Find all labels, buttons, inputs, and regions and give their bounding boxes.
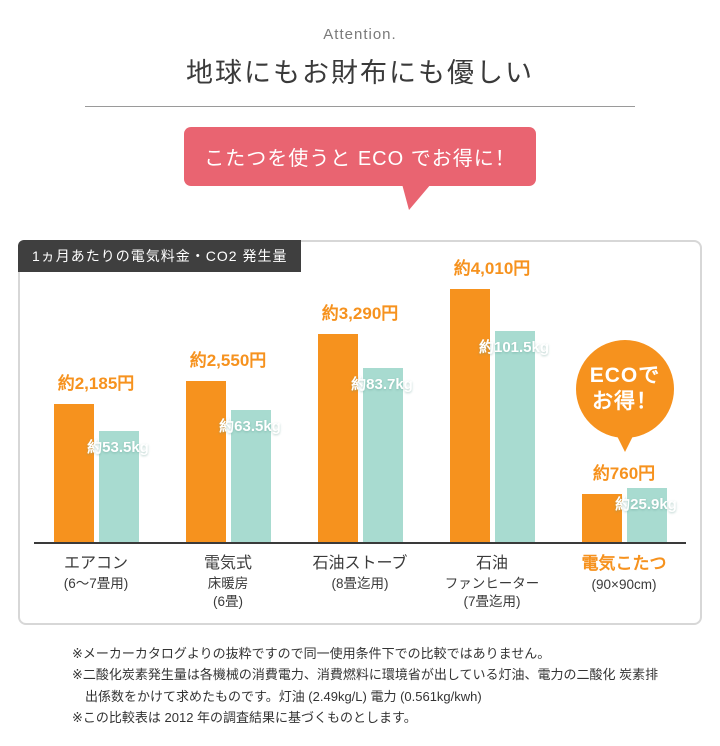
bar-pair [185, 381, 271, 542]
category-labels: エアコン (6〜7畳用) 電気式床暖房 (6畳) 石油ストーブ (8畳迄用) 石油ファンヒー… [30, 553, 690, 611]
co2-value-label: 約63.5kg [219, 418, 281, 435]
co2-value-label: 約83.7kg [351, 376, 413, 393]
category-sub: 床暖房 [207, 575, 249, 591]
cost-bar [185, 381, 226, 542]
co2-bar [626, 488, 667, 542]
category-name: エアコン [63, 555, 128, 572]
category-label: 石油ストーブ (8畳迄用) [294, 553, 426, 611]
cost-value-label: 約3,290円 [321, 304, 399, 323]
category-sub: (7畳迄用) [463, 593, 521, 609]
category-sub: (8畳迄用) [331, 575, 389, 591]
x-axis-line [34, 542, 686, 544]
bar-pair [53, 404, 139, 542]
co2-value-label: 約53.5kg [87, 439, 149, 456]
category-label: エアコン (6〜7畳用) [30, 553, 162, 611]
category-name: 石油 [475, 555, 508, 572]
cost-bar [317, 334, 358, 542]
speech-bubble: こたつを使うと ECO でお得に！ [184, 127, 536, 210]
bar-chart: 約2,185円 約53.5kg 約2,550円 約63.5kg 約3,290円 約83.7… [30, 259, 690, 542]
cost-value-label: 約2,550円 [189, 351, 267, 370]
chart-title-badge: 1ヵ月あたりの電気料金・CO2 発生量 [18, 240, 302, 272]
cost-value-label: 約4,010円 [453, 259, 531, 278]
eco-badge-line1: ECOで [589, 363, 661, 387]
co2-value-label: 約101.5kg [478, 339, 550, 356]
cost-value-label: 約760円 [592, 464, 656, 483]
bar-group: 約760円約25.9kg [558, 286, 690, 542]
bar-pair [449, 289, 535, 542]
category-sub: (90×90cm) [591, 576, 657, 592]
cost-bar [449, 289, 490, 542]
category-sub: (6〜7畳用) [63, 575, 129, 591]
bar-pair [317, 334, 403, 542]
co2-value-label: 約25.9kg [615, 496, 677, 513]
co2-bar [362, 368, 403, 542]
category-label: 電気こたつ (90×90cm) [558, 553, 690, 611]
footnote: ※二酸化炭素発生量は各機械の消費電力、消費燃料に環境省が出している灯油、電力の二… [72, 667, 659, 704]
category-sub: (6畳) [213, 593, 243, 609]
co2-bar [98, 431, 139, 542]
co2-bar [230, 410, 271, 542]
cost-bar [581, 494, 622, 542]
speech-bubble-tail [402, 184, 432, 210]
co2-bar [494, 331, 535, 542]
category-name: 電気こたつ [581, 554, 667, 573]
eco-badge-tail [616, 434, 634, 452]
eco-badge-line2: お得！ [592, 390, 658, 413]
attention-label: Attention. [323, 26, 397, 43]
bar-pair [581, 488, 667, 542]
bar-group: 約3,290円約83.7kg [294, 286, 426, 542]
chart-panel: 1ヵ月あたりの電気料金・CO2 発生量 ECOで お得！ 約2,185円約53.… [18, 240, 702, 626]
category-label: 石油ファンヒーター (7畳迄用) [426, 553, 558, 611]
footnote: ※この比較表は 2012 年の調査結果に基づくものとします。 [72, 710, 417, 726]
footnotes: ※メーカーカタログよりの抜粋ですので同一使用条件下での比較ではありません。 ※二… [72, 643, 664, 729]
cost-bar [53, 404, 94, 542]
title-divider [85, 106, 635, 107]
speech-bubble-text: こたつを使うと ECO でお得に！ [204, 148, 516, 170]
page-title: 地球にもお財布にも優しい [186, 58, 534, 88]
category-sub: ファンヒーター [444, 575, 540, 591]
category-name: 電気式 [203, 555, 252, 572]
cost-value-label: 約2,185円 [57, 374, 135, 393]
bar-group: 約4,010円約101.5kg [426, 259, 558, 542]
category-label: 電気式床暖房 (6畳) [162, 553, 294, 611]
bar-group: 約2,185円約53.5kg [30, 286, 162, 542]
footnote: ※メーカーカタログよりの抜粋ですので同一使用条件下での比較ではありません。 [72, 646, 551, 662]
eco-badge: ECOで お得！ [576, 340, 674, 452]
page: Attention. 地球にもお財布にも優しい こたつを使うと ECO でお得に… [0, 26, 720, 729]
bar-group: 約2,550円約63.5kg [162, 286, 294, 542]
category-name: 石油ストーブ [312, 555, 408, 572]
